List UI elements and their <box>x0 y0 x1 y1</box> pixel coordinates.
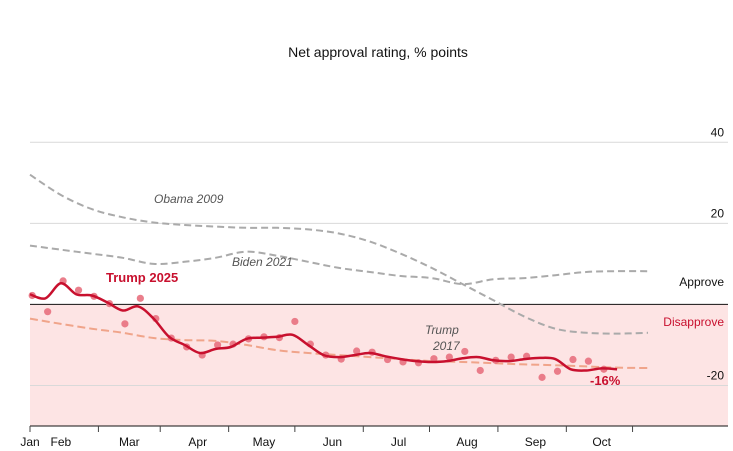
poll-point <box>214 341 222 349</box>
chart-title: Net approval rating, % points <box>288 44 468 60</box>
poll-point <box>461 347 469 356</box>
series-trump-2025 <box>29 282 618 372</box>
x-tick-label-sep: Sep <box>525 435 547 449</box>
poll-point <box>74 286 83 294</box>
x-tick-label-oct: Oct <box>592 435 611 449</box>
approve-label: Approve <box>679 275 724 289</box>
disapprove-zone <box>30 304 728 426</box>
poll-point <box>584 357 593 365</box>
x-tick-label-jul: Jul <box>391 435 406 449</box>
trump-2017-label-line2: 2017 <box>432 339 461 353</box>
series-biden-2021 <box>29 244 649 286</box>
x-tick-label-apr: Apr <box>188 435 207 449</box>
y-tick-label: -20 <box>707 368 725 382</box>
trump-2017-label-line1: Trump <box>425 323 459 337</box>
poll-point <box>44 308 52 316</box>
series-obama-2009 <box>29 173 649 335</box>
obama-2009-label: Obama 2009 <box>154 192 224 206</box>
x-tick-label-aug: Aug <box>456 435 477 449</box>
poll-point <box>445 353 453 361</box>
poll-point <box>476 366 484 375</box>
poll-point <box>553 367 562 375</box>
poll-point <box>136 294 144 302</box>
x-tick-label-may: May <box>253 435 276 449</box>
x-tick-label-mar: Mar <box>119 435 140 449</box>
disapprove-label: Disapprove <box>663 315 724 329</box>
poll-point <box>538 373 546 381</box>
x-tick-label-jan: Jan <box>20 435 39 449</box>
x-tick-label-jun: Jun <box>323 435 342 449</box>
poll-point <box>353 347 361 355</box>
poll-point <box>569 355 577 364</box>
poll-point <box>291 317 299 326</box>
poll-point <box>507 353 515 361</box>
poll-point <box>121 320 129 328</box>
series-trump-2017 <box>29 317 649 369</box>
latest-value-label: -16% <box>590 373 621 388</box>
trump-2025-label: Trump 2025 <box>106 270 178 285</box>
poll-point <box>430 355 438 363</box>
y-tick-label: 20 <box>711 206 725 220</box>
x-tick-label-feb: Feb <box>51 435 72 449</box>
biden-2021-label: Biden 2021 <box>232 255 293 269</box>
y-tick-label: 40 <box>711 125 725 139</box>
